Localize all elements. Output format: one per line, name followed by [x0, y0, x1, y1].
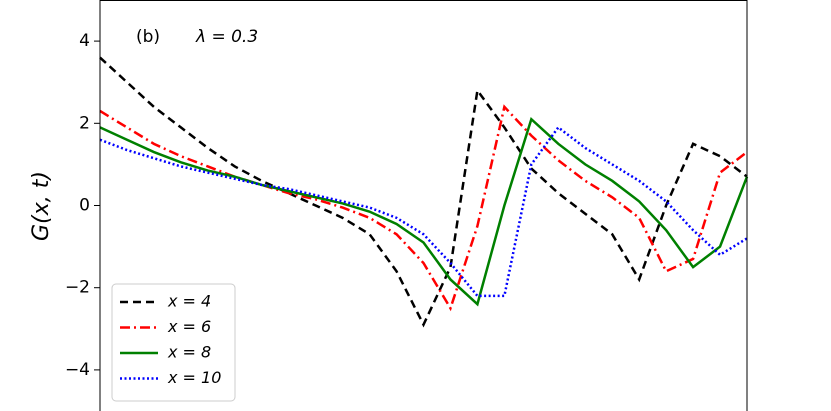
legend-label: x = 4 — [167, 292, 211, 311]
y-tick-label: −2 — [65, 278, 90, 298]
legend-box — [111, 283, 236, 402]
y-tick-label: 0 — [79, 196, 90, 216]
panel-label: (b) — [136, 27, 160, 47]
annotation: λ = 0.3 — [195, 27, 258, 47]
legend-label: x = 8 — [167, 343, 211, 362]
y-tick-label: 4 — [79, 31, 90, 51]
plot-frame — [99, 0, 748, 411]
series-line — [99, 56, 748, 328]
y-axis-label: G(x, t) — [29, 171, 54, 241]
series-line — [99, 116, 749, 307]
y-tick-label: 2 — [79, 113, 90, 133]
series-line — [99, 104, 748, 312]
legend-label: x = 6 — [167, 317, 211, 336]
y-tick-label: −4 — [65, 360, 90, 380]
legend-label: x = 10 — [167, 368, 221, 387]
series-line — [99, 125, 748, 298]
